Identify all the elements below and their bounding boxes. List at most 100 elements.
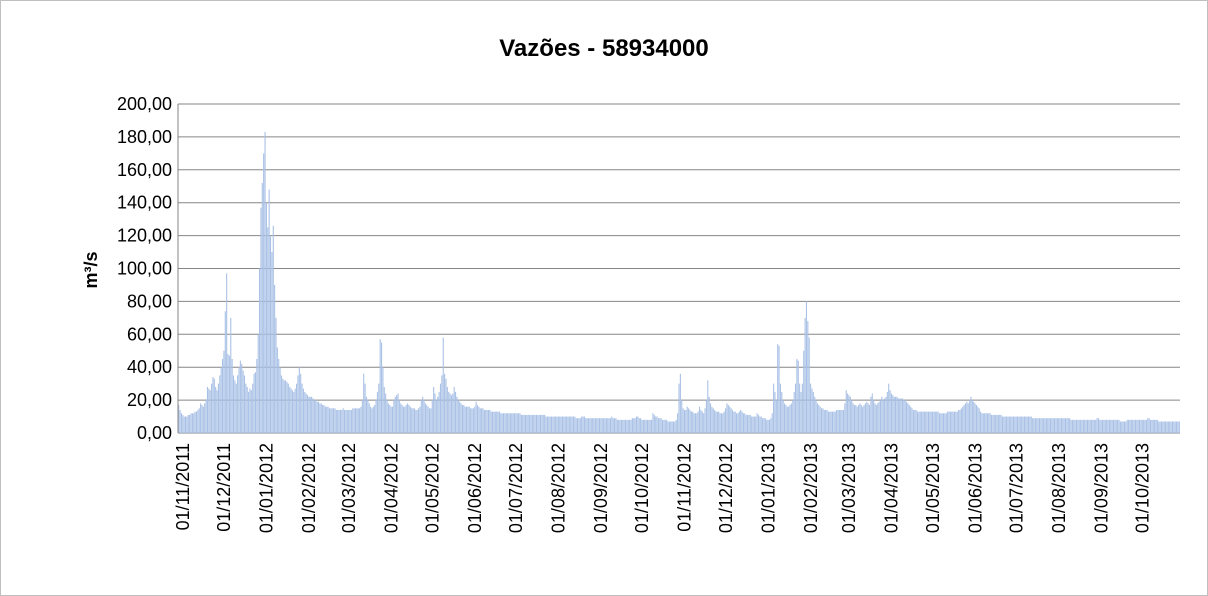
bar xyxy=(932,411,934,433)
bar xyxy=(331,408,333,433)
bar xyxy=(498,411,500,433)
bar xyxy=(537,414,539,433)
bar xyxy=(870,396,872,433)
bar xyxy=(428,408,431,433)
bar xyxy=(775,400,777,433)
bar xyxy=(693,413,695,433)
bar xyxy=(179,409,181,433)
bar xyxy=(1106,419,1108,433)
bar xyxy=(848,395,850,433)
bar xyxy=(1058,418,1060,433)
bar xyxy=(646,419,649,433)
bar xyxy=(821,408,823,433)
bar xyxy=(773,383,775,433)
bar xyxy=(1049,418,1052,433)
bar xyxy=(415,409,417,433)
bar xyxy=(1158,421,1160,433)
bar xyxy=(1086,419,1089,433)
bar xyxy=(897,398,899,433)
bar xyxy=(984,413,986,433)
bar xyxy=(1145,419,1147,433)
bar xyxy=(300,373,302,433)
bar xyxy=(423,400,425,433)
bar xyxy=(585,418,587,433)
bar xyxy=(482,408,484,433)
bar xyxy=(372,406,374,433)
bar xyxy=(324,406,326,433)
bar xyxy=(664,419,666,433)
bar xyxy=(608,418,610,433)
bar xyxy=(989,413,991,433)
bar xyxy=(361,400,363,433)
bar xyxy=(511,413,513,433)
bar xyxy=(1123,421,1126,433)
bar xyxy=(385,393,387,433)
bar xyxy=(518,413,520,433)
bar xyxy=(799,383,801,433)
bar xyxy=(393,400,395,433)
bar xyxy=(1092,419,1094,433)
bar xyxy=(1130,419,1132,433)
bar xyxy=(561,416,564,433)
bar xyxy=(657,418,659,433)
bar xyxy=(805,301,808,433)
bar xyxy=(359,408,361,433)
bar xyxy=(925,411,927,433)
bar xyxy=(264,131,266,433)
bar xyxy=(627,419,629,433)
bar xyxy=(1134,419,1136,433)
bar xyxy=(971,400,973,433)
bar xyxy=(353,408,355,433)
bar xyxy=(955,411,957,433)
bar xyxy=(847,393,849,433)
bar xyxy=(1102,419,1104,433)
y-tick-label: 120,00 xyxy=(117,226,172,246)
bar xyxy=(250,390,252,433)
bar xyxy=(556,416,558,433)
bar xyxy=(677,413,679,433)
bar xyxy=(298,367,300,433)
bar xyxy=(1176,421,1178,433)
bar xyxy=(767,419,769,433)
bar xyxy=(433,386,435,433)
bar xyxy=(464,406,466,433)
bar xyxy=(1047,418,1049,433)
bar xyxy=(831,411,834,433)
bar xyxy=(868,405,871,433)
bar xyxy=(944,413,946,433)
bar xyxy=(1122,421,1124,433)
bar xyxy=(926,411,928,433)
bar xyxy=(394,396,396,433)
bar xyxy=(916,411,919,433)
y-tick-label: 100,00 xyxy=(117,259,172,279)
bar xyxy=(441,375,443,433)
bar xyxy=(368,403,370,433)
y-tick-label: 200,00 xyxy=(117,94,172,114)
bar xyxy=(350,409,352,433)
bar xyxy=(763,418,765,433)
bar xyxy=(1027,416,1030,433)
bar xyxy=(719,413,721,433)
bar xyxy=(505,413,507,433)
bar xyxy=(616,419,618,433)
bar xyxy=(468,406,470,433)
bar xyxy=(660,418,662,433)
bar xyxy=(704,408,706,433)
bar xyxy=(346,409,348,433)
bar xyxy=(223,350,225,433)
bar xyxy=(633,418,635,433)
bar xyxy=(583,416,585,433)
bar xyxy=(826,409,828,433)
bar xyxy=(662,419,664,433)
bar xyxy=(700,409,702,433)
x-tick-label: 01/02/2013 xyxy=(801,443,821,533)
bar xyxy=(1018,416,1020,433)
bar xyxy=(792,400,794,433)
bar xyxy=(1166,421,1168,433)
bar xyxy=(1055,418,1057,433)
bar xyxy=(1037,418,1039,433)
bar xyxy=(231,358,233,433)
bar xyxy=(860,405,862,433)
bar xyxy=(899,398,901,433)
bar xyxy=(875,405,877,433)
